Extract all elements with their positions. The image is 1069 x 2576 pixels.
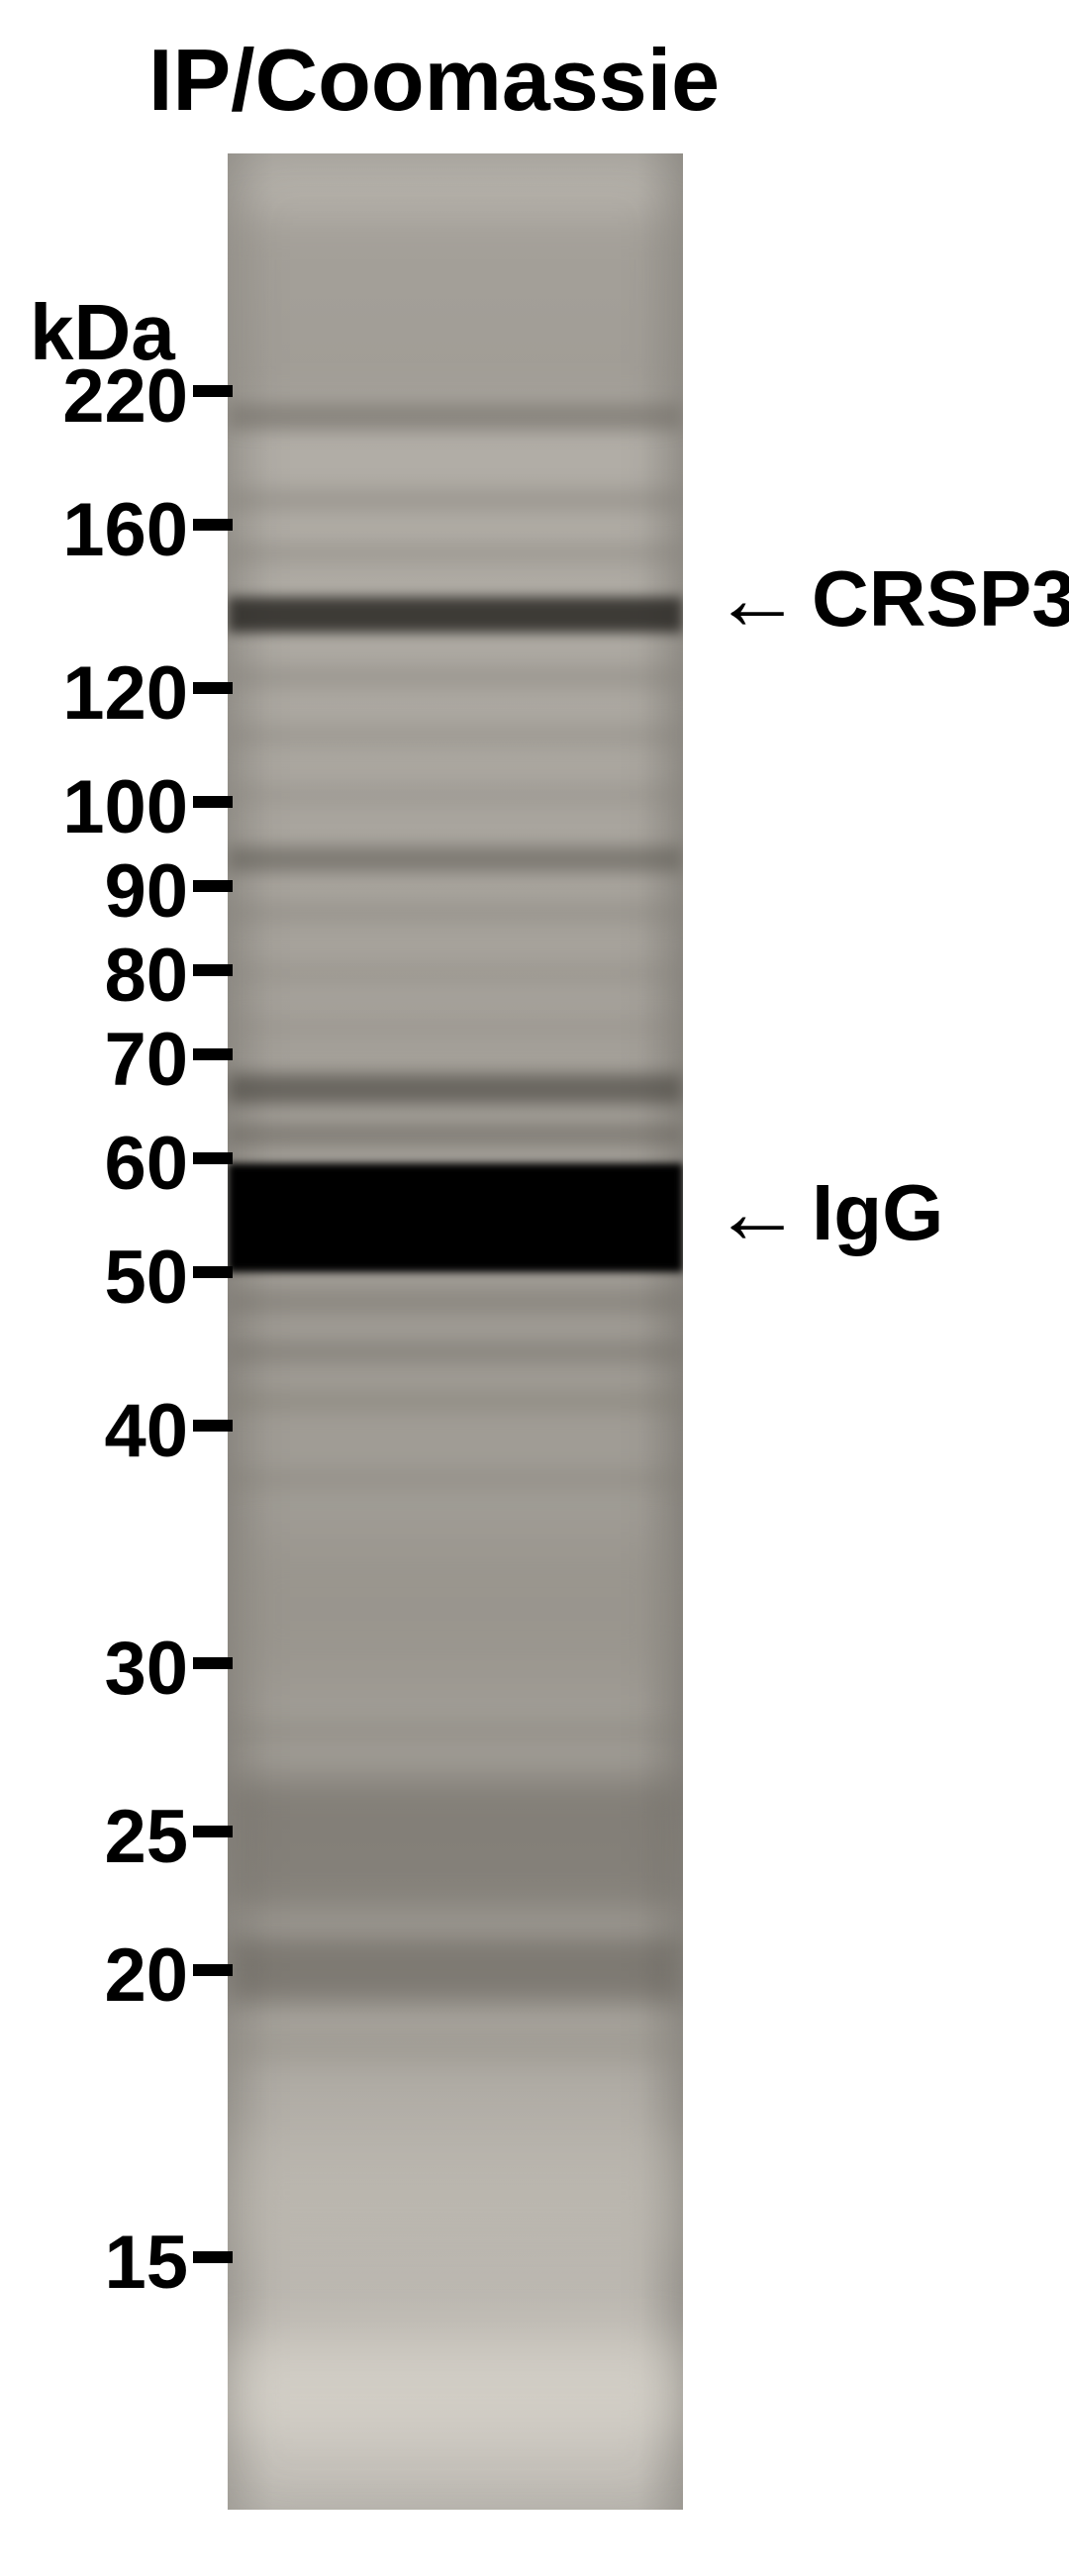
gel-band <box>228 1341 683 1363</box>
gel-band <box>228 668 683 686</box>
gel-band <box>228 1163 683 1272</box>
gel-band <box>228 213 683 411</box>
mw-marker-tick <box>193 1657 233 1669</box>
mw-marker-label: 60 <box>0 1121 188 1207</box>
gel-band <box>228 2025 683 2064</box>
mw-marker-label: 220 <box>0 353 188 440</box>
mw-marker-tick <box>193 1964 233 1976</box>
gel-band <box>228 545 683 562</box>
mw-marker-tick <box>193 682 233 694</box>
mw-marker-tick <box>193 1420 233 1432</box>
gel-band <box>228 1539 683 1678</box>
gel-band <box>228 787 683 803</box>
gel-band <box>228 1074 683 1104</box>
arrow-left-icon: ← <box>713 1168 802 1257</box>
gel-band <box>228 1292 683 1312</box>
mw-marker-tick <box>193 1826 233 1837</box>
mw-marker-label: 40 <box>0 1388 188 1474</box>
mw-marker-label: 80 <box>0 933 188 1019</box>
mw-marker-label: 50 <box>0 1235 188 1321</box>
mw-marker-label: 160 <box>0 487 188 573</box>
gel-band <box>228 2133 683 2252</box>
gel-band <box>228 597 683 633</box>
mw-marker-tick <box>193 880 233 892</box>
mw-marker-tick <box>193 2251 233 2263</box>
gel-band <box>228 1124 683 1145</box>
mw-marker-label: 20 <box>0 1932 188 2019</box>
gel-band <box>228 1723 683 1740</box>
mw-marker-label: 100 <box>0 764 188 850</box>
mw-marker-tick <box>193 519 233 531</box>
mw-marker-tick <box>193 1266 233 1278</box>
gel-band <box>228 904 683 922</box>
mw-marker-tick <box>193 796 233 808</box>
gel-band <box>228 846 683 872</box>
mw-marker-tick <box>193 1152 233 1164</box>
gel-band <box>228 1020 683 1034</box>
gel-band <box>228 965 683 981</box>
mw-marker-label: 90 <box>0 848 188 935</box>
gel-band <box>228 2341 683 2440</box>
gel-lane <box>228 153 683 2510</box>
mw-marker-tick <box>193 1048 233 1060</box>
gel-title: IP/Coomassie <box>148 30 720 131</box>
band-annotation: ←CRSP3 <box>713 553 1069 644</box>
arrow-left-icon: ← <box>713 554 802 644</box>
gel-band <box>228 1470 683 1488</box>
band-annotation: ←IgG <box>713 1167 943 1258</box>
mw-marker-tick <box>193 385 233 397</box>
gel-band <box>228 490 683 510</box>
mw-marker-label: 30 <box>0 1626 188 1712</box>
band-annotation-label: CRSP3 <box>812 553 1069 644</box>
mw-marker-label: 120 <box>0 650 188 737</box>
band-annotation-label: IgG <box>812 1167 943 1258</box>
mw-marker-label: 70 <box>0 1017 188 1103</box>
mw-marker-tick <box>193 964 233 976</box>
gel-band <box>228 403 683 431</box>
gel-band <box>228 1777 683 1916</box>
mw-marker-label: 25 <box>0 1794 188 1880</box>
gel-band <box>228 1391 683 1411</box>
gel-band <box>228 728 683 743</box>
mw-marker-label: 15 <box>0 2220 188 2306</box>
gel-band <box>228 1935 683 2005</box>
